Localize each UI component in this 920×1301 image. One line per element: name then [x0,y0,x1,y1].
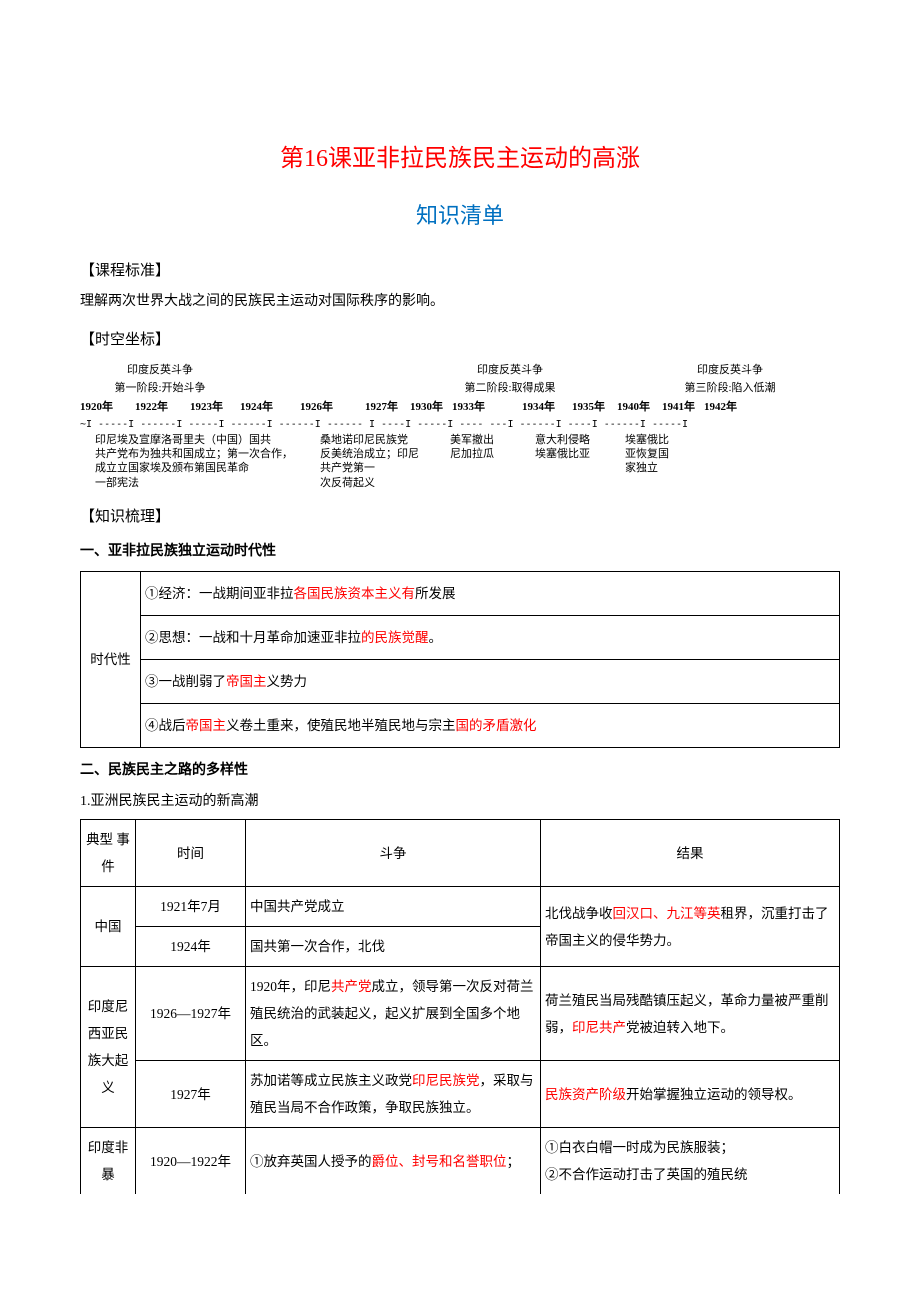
timeline-label: 【时空坐标】 [80,328,840,352]
timeline-year: 1923年 [190,399,240,417]
table-row: 中国 1921年7月 中国共产党成立 北伐战争收回汉口、九江等英租界，沉重打击了… [81,887,840,927]
timeline-year: 1930年 [410,399,452,417]
timeline: 印度反英斗争第一阶段:开始斗争 印度反英斗争第二阶段:取得成果 印度反英斗争第三阶段… [80,362,840,490]
cell-struggle: 中国共产党成立 [246,887,541,927]
timeline-year: 1934年 [522,399,572,417]
cell-struggle: ①放弃英国人授予的爵位、封号和名誉职位； [246,1128,541,1195]
table1-item-4: ④战后帝国主义卷土重来，使殖民地半殖民地与宗主国的矛盾激化 [141,704,840,748]
cell-result: 荷兰殖民当局残酷镇压起义，革命力量被严重削弱，印尼共产党被迫转入地下。 [541,967,840,1061]
standard-text: 理解两次世界大战之间的民族民主运动对国际秩序的影响。 [80,291,840,313]
cell-struggle: 1920年，印尼共产党成立，领导第一次反对荷兰殖民统治的武装起义，起义扩展到全国… [246,967,541,1061]
lesson-title: 第16课亚非拉民族民主运动的高涨 [80,140,840,178]
table-era-characteristics: 时代性 ①经济：一战期间亚非拉各国民族资本主义有所发展 ②思想：一战和十月革命加… [80,571,840,748]
table1-rowlabel: 时代性 [81,572,141,748]
cell-result: 民族资产阶级开始掌握独立运动的领导权。 [541,1061,840,1128]
th-time: 时间 [136,820,246,887]
timeline-axis: ~I -----I ------I -----I ------I ------I… [80,417,840,433]
cell-indonesia: 印度尼西亚民族大起义 [81,967,136,1128]
timeline-phase-label: 印度反英斗争第三阶段:陷入低潮 [660,362,800,397]
table1-item-1: ①经济：一战期间亚非拉各国民族资本主义有所发展 [141,572,840,616]
timeline-event-label: 美军撤出 尼加拉瓜 [435,433,520,490]
timeline-phase-label: 印度反英斗争第二阶段:取得成果 [420,362,600,397]
timeline-year: 1933年 [452,399,522,417]
timeline-event-label: 桑地诺印尼民族党 反美统治成立；印尼 共产党第一 次反荷起义 [305,433,435,490]
th-result: 结果 [541,820,840,887]
timeline-top-labels: 印度反英斗争第一阶段:开始斗争 印度反英斗争第二阶段:取得成果 印度反英斗争第三阶段… [80,362,840,397]
cell-india: 印度非暴 [81,1128,136,1195]
cell-time: 1926—1927年 [136,967,246,1061]
timeline-event-label: 意大利侵略 埃塞俄比亚 [520,433,610,490]
knowledge-label: 【知识梳理】 [80,505,840,529]
timeline-years: 1920年1922年1923年1924年1926年1927年1930年1933年… [80,399,840,417]
timeline-year: 1927年 [365,399,410,417]
table-asian-movements: 典型 事件 时间 斗争 结果 中国 1921年7月 中国共产党成立 北伐战争收回… [80,819,840,1194]
cell-china: 中国 [81,887,136,967]
timeline-phase-label: 印度反英斗争第一阶段:开始斗争 [80,362,240,397]
timeline-year: 1926年 [300,399,365,417]
cell-result: ①白衣白帽一时成为民族服装； ②不合作运动打击了英国的殖民统 [541,1128,840,1195]
timeline-year: 1941年 [662,399,704,417]
timeline-year: 1942年 [704,399,744,417]
cell-struggle: 苏加诺等成立民族主义政党印尼民族党，采取与殖民当局不合作政策，争取民族独立。 [246,1061,541,1128]
timeline-year: 1940年 [617,399,662,417]
table1-item-3: ③一战削弱了帝国主义势力 [141,660,840,704]
timeline-event-label: 埃塞俄比 亚恢复国 家独立 [610,433,690,490]
section1-header: 一、亚非拉民族独立运动时代性 [80,541,840,563]
timeline-event-label: 印尼埃及宣摩洛哥里夫（中国）国共 共产党布为独共和国成立；第一次合作， 成立立国… [80,433,305,490]
cell-time: 1927年 [136,1061,246,1128]
th-event: 典型 事件 [81,820,136,887]
section2-header: 二、民族民主之路的多样性 [80,760,840,782]
section2-sub: 1.亚洲民族民主运动的新高潮 [80,791,840,813]
table1-item-2: ②思想：一战和十月革命加速亚非拉的民族觉醒。 [141,616,840,660]
timeline-bottom-labels: 印尼埃及宣摩洛哥里夫（中国）国共 共产党布为独共和国成立；第一次合作， 成立立国… [80,433,840,490]
table-row: 1927年 苏加诺等成立民族主义政党印尼民族党，采取与殖民当局不合作政策，争取民… [81,1061,840,1128]
cell-time: 1924年 [136,927,246,967]
subtitle: 知识清单 [80,198,840,233]
standard-label: 【课程标准】 [80,259,840,283]
timeline-year: 1920年 [80,399,135,417]
timeline-phase-label [240,362,420,397]
cell-result: 北伐战争收回汉口、九江等英租界，沉重打击了帝国主义的侵华势力。 [541,887,840,967]
cell-time: 1920—1922年 [136,1128,246,1195]
cell-time: 1921年7月 [136,887,246,927]
timeline-year: 1935年 [572,399,617,417]
cell-struggle: 国共第一次合作，北伐 [246,927,541,967]
th-struggle: 斗争 [246,820,541,887]
table-row: 印度非暴 1920—1922年 ①放弃英国人授予的爵位、封号和名誉职位； ①白衣… [81,1128,840,1195]
timeline-year: 1924年 [240,399,300,417]
table-row: 印度尼西亚民族大起义 1926—1927年 1920年，印尼共产党成立，领导第一… [81,967,840,1061]
timeline-year: 1922年 [135,399,190,417]
timeline-phase-label [600,362,660,397]
